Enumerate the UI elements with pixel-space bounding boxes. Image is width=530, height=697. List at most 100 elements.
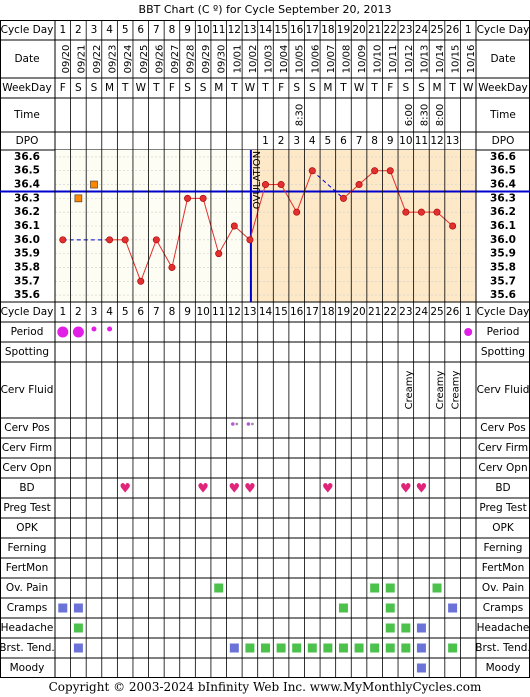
date-cell: 10/14 <box>435 45 446 74</box>
date-cell: 10/06 <box>310 45 321 74</box>
cycle_day-cell: 24 <box>415 24 429 36</box>
cycle_day-cell: 9 <box>184 24 191 36</box>
cycle_day-cell: 17 <box>306 24 319 36</box>
row-label-right-weekday: WeekDay <box>478 82 528 94</box>
temp-point <box>184 194 192 202</box>
cycle-day-cell-bottom: 26 <box>446 306 460 318</box>
y-tick-label: 36.3 <box>14 192 40 204</box>
date-cell: 09/23 <box>108 45 119 74</box>
cervpos-dot <box>235 422 239 426</box>
weekday-cell: S <box>402 82 409 94</box>
symptom-label-spotting-right: Spotting <box>481 346 525 358</box>
cycle-day-cell-bottom: 3 <box>91 306 98 318</box>
date-cell: 10/02 <box>248 45 259 74</box>
symptom-label-headache-right: Headache <box>477 622 530 634</box>
symptom-label-moody-right: Moody <box>486 662 521 674</box>
heart-icon: ♥ <box>197 482 209 497</box>
symptom-label-cerv-pos-right: Cerv Pos <box>480 422 526 434</box>
symptom-marker <box>214 583 224 593</box>
temp-point <box>168 263 176 271</box>
time-cell: 8:30 <box>419 104 430 126</box>
symptom-label-cerv-opn: Cerv Opn <box>2 462 51 474</box>
cycle-day-cell-bottom: 23 <box>399 306 412 318</box>
dpo-cell: 7 <box>356 135 363 147</box>
weekday-cell: M <box>214 82 223 94</box>
cycle_day-cell: 10 <box>196 24 209 36</box>
row-label-right-dpo: DPO <box>492 135 515 147</box>
date-cell: 10/13 <box>419 45 430 74</box>
y-tick-label: 35.7 <box>14 275 40 287</box>
cycle-day-cell-bottom: 14 <box>259 306 273 318</box>
symptom-label-cerv-fluid-right: Cerv Fluid <box>477 384 530 396</box>
row-label-time: Time <box>13 109 40 121</box>
y-tick-label: 35.6 <box>14 289 40 301</box>
cycle_day-cell: 3 <box>91 24 98 36</box>
excluded-temp-marker <box>90 180 98 189</box>
y-tick-label-right: 36.4 <box>490 179 516 191</box>
symptom-label-fertmon: FertMon <box>6 562 49 574</box>
symptom-marker <box>385 643 395 653</box>
weekday-cell: T <box>448 82 456 94</box>
temp-point <box>199 194 207 202</box>
weekday-cell: S <box>184 82 191 94</box>
temp-point <box>417 208 425 216</box>
date-cell: 09/22 <box>92 45 103 74</box>
dpo-cell: 6 <box>340 135 347 147</box>
symptom-marker <box>73 623 83 633</box>
temp-point <box>371 167 379 175</box>
period-dot <box>91 326 97 332</box>
temp-point <box>215 250 223 258</box>
symptom-label-cramps: Cramps <box>7 602 47 614</box>
dpo-cell: 2 <box>278 135 285 147</box>
cycle-day-cell-bottom: 8 <box>169 306 176 318</box>
temp-point <box>308 167 316 175</box>
heart-icon: ♥ <box>400 482 412 497</box>
y-tick-label: 35.8 <box>14 261 40 273</box>
date-cell: 10/15 <box>451 45 462 74</box>
date-cell: 10/10 <box>373 45 384 74</box>
y-tick-label-right: 36.0 <box>490 234 516 246</box>
y-tick-label-right: 36.6 <box>490 151 516 163</box>
weekday-cell: F <box>60 82 66 94</box>
cycle_day-cell: 1 <box>59 24 66 36</box>
dpo-cell: 9 <box>387 135 394 147</box>
symptom-marker <box>385 623 395 633</box>
heart-icon: ♥ <box>322 482 334 497</box>
cycle_day-cell: 26 <box>446 24 460 36</box>
cycle-day-cell-bottom: 17 <box>306 306 319 318</box>
cycle-day-cell-bottom: 9 <box>184 306 191 318</box>
symptom-marker <box>307 643 317 653</box>
dpo-cell: 11 <box>415 135 428 147</box>
symptom-label-spotting: Spotting <box>5 346 49 358</box>
temp-point <box>106 236 114 244</box>
date-cell: 10/01 <box>232 45 243 74</box>
dpo-cell: 5 <box>325 135 332 147</box>
time-cell: 8:00 <box>435 104 446 126</box>
symptom-marker <box>401 643 411 653</box>
y-tick-label-right: 35.9 <box>490 248 516 260</box>
temp-point <box>59 236 67 244</box>
weekday-cell: W <box>354 82 365 94</box>
weekday-cell: S <box>91 82 98 94</box>
weekday-cell: M <box>323 82 332 94</box>
symptom-label-ov-pain-right: Ov. Pain <box>482 582 524 594</box>
symptom-label-opk-right: OPK <box>492 522 515 534</box>
symptom-marker <box>385 583 395 593</box>
row-label-weekday: WeekDay <box>2 82 52 94</box>
symptom-marker <box>276 643 286 653</box>
row-label-cycle-day: Cycle Day <box>1 24 54 36</box>
temp-point <box>152 236 160 244</box>
symptom-marker <box>261 643 270 653</box>
temp-point <box>277 181 285 189</box>
cycle_day-cell: 16 <box>290 24 304 36</box>
weekday-cell: T <box>152 82 160 94</box>
date-cell: 10/03 <box>264 45 275 74</box>
temp-point <box>339 194 347 202</box>
time-cell: 6:00 <box>404 104 415 126</box>
date-cell: 09/21 <box>76 45 87 74</box>
chart-frame <box>0 20 530 678</box>
temp-point <box>386 167 394 175</box>
symptom-marker <box>338 603 348 613</box>
symptom-marker <box>73 643 83 653</box>
